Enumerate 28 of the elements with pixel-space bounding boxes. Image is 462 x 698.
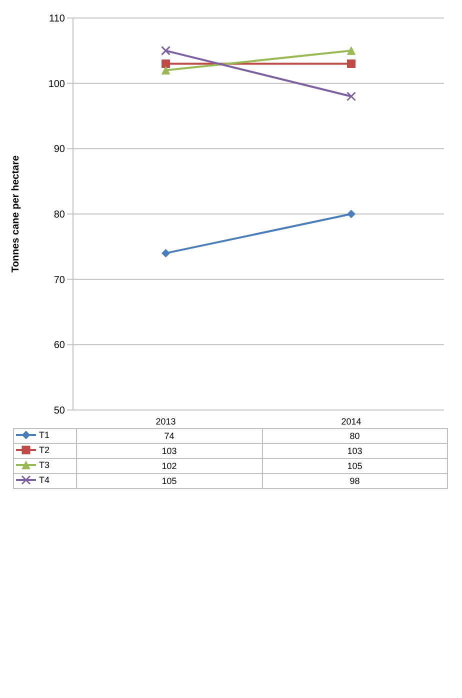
x-tick-label: 2014 bbox=[341, 416, 362, 426]
legend-label: T2 bbox=[39, 445, 50, 455]
data-label: 105 bbox=[262, 458, 448, 474]
point bbox=[347, 210, 356, 218]
legend-label: T1 bbox=[39, 430, 50, 440]
legend-label: T4 bbox=[39, 475, 50, 485]
data-label: 103 bbox=[76, 444, 262, 458]
data-label: 80 bbox=[262, 428, 448, 444]
point bbox=[346, 92, 356, 102]
y-tick-label: 80 bbox=[54, 210, 66, 221]
point bbox=[347, 59, 356, 68]
x-tick-label: 2013 bbox=[156, 416, 176, 426]
y-tick-label: 100 bbox=[48, 78, 66, 90]
data-label: 103 bbox=[262, 444, 448, 458]
data-label: 105 bbox=[76, 474, 262, 488]
y-tick-label: 90 bbox=[54, 144, 66, 156]
data-label: 98 bbox=[262, 474, 448, 488]
y-tick-label: 60 bbox=[54, 340, 66, 352]
y-axis-title: Tonnes cane per hectare bbox=[10, 155, 22, 273]
data-label: 102 bbox=[76, 458, 262, 474]
legend-label: T3 bbox=[39, 460, 50, 470]
point bbox=[162, 248, 170, 258]
y-tick-label: 50 bbox=[54, 406, 66, 417]
y-tick-label: 110 bbox=[49, 14, 66, 25]
point bbox=[161, 46, 170, 56]
point bbox=[162, 59, 170, 68]
data-label: 74 bbox=[76, 428, 262, 444]
y-tick-label: 70 bbox=[54, 274, 66, 286]
